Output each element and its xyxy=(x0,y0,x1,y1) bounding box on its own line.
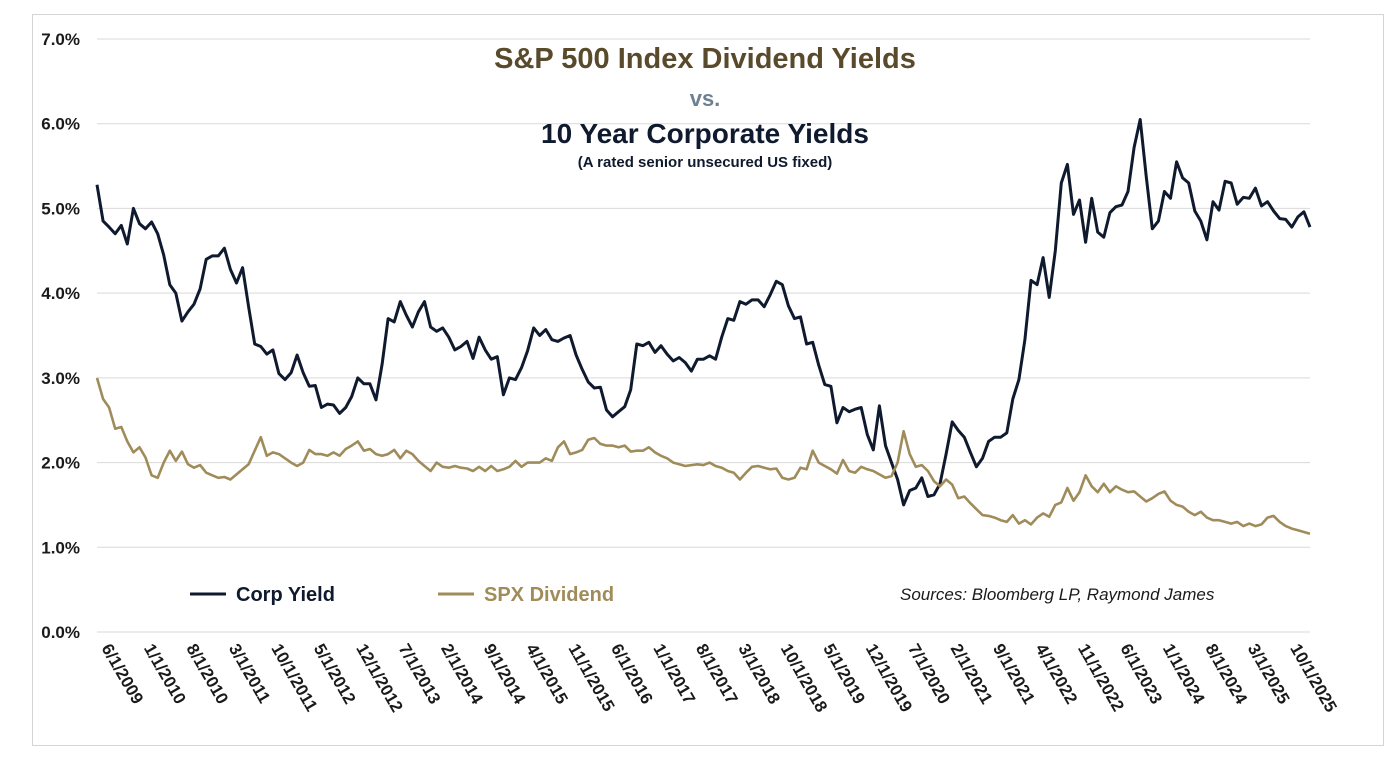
y-tick-label: 1.0% xyxy=(41,538,80,557)
chart-frame xyxy=(32,14,1384,746)
x-tick-label: 1/1/2024 xyxy=(1159,641,1209,708)
chart-title-line2: 10 Year Corporate Yields xyxy=(541,118,869,149)
y-tick-label: 5.0% xyxy=(41,199,80,218)
x-tick-label: 9/1/2014 xyxy=(480,641,530,708)
legend-label-corp-yield: Corp Yield xyxy=(236,584,335,606)
source-note: Sources: Bloomberg LP, Raymond James xyxy=(900,585,1215,604)
series-line-spx-dividend xyxy=(95,377,1311,535)
x-tick-label: 8/1/2024 xyxy=(1201,641,1251,708)
x-tick-label: 10/1/2025 xyxy=(1286,641,1340,716)
x-tick-label: 6/1/2009 xyxy=(98,641,148,708)
x-tick-label: 2/1/2014 xyxy=(437,641,487,708)
y-tick-label: 0.0% xyxy=(41,623,80,642)
chart-title-vs: vs. xyxy=(690,86,721,111)
chart-title-line1: S&P 500 Index Dividend Yields xyxy=(494,43,916,75)
chart-subtitle: (A rated senior unsecured US fixed) xyxy=(578,154,833,171)
y-tick-label: 4.0% xyxy=(41,284,80,303)
legend-label-spx-dividend: SPX Dividend xyxy=(484,584,614,606)
y-tick-label: 2.0% xyxy=(41,454,80,473)
legend: Corp Yield SPX Dividend xyxy=(190,584,614,606)
gridlines xyxy=(97,38,1310,633)
series-lines xyxy=(95,118,1312,535)
y-tick-label: 7.0% xyxy=(41,30,80,49)
y-tick-label: 3.0% xyxy=(41,369,80,388)
y-axis-ticks: 0.0% 1.0% 2.0% 3.0% 4.0% 5.0% 6.0% 7.0% xyxy=(41,30,80,642)
x-axis-ticks: 6/1/20091/1/20108/1/20103/1/201110/1/201… xyxy=(98,641,1341,716)
y-tick-label: 6.0% xyxy=(41,115,80,134)
series-line-corp-yield xyxy=(95,118,1312,507)
